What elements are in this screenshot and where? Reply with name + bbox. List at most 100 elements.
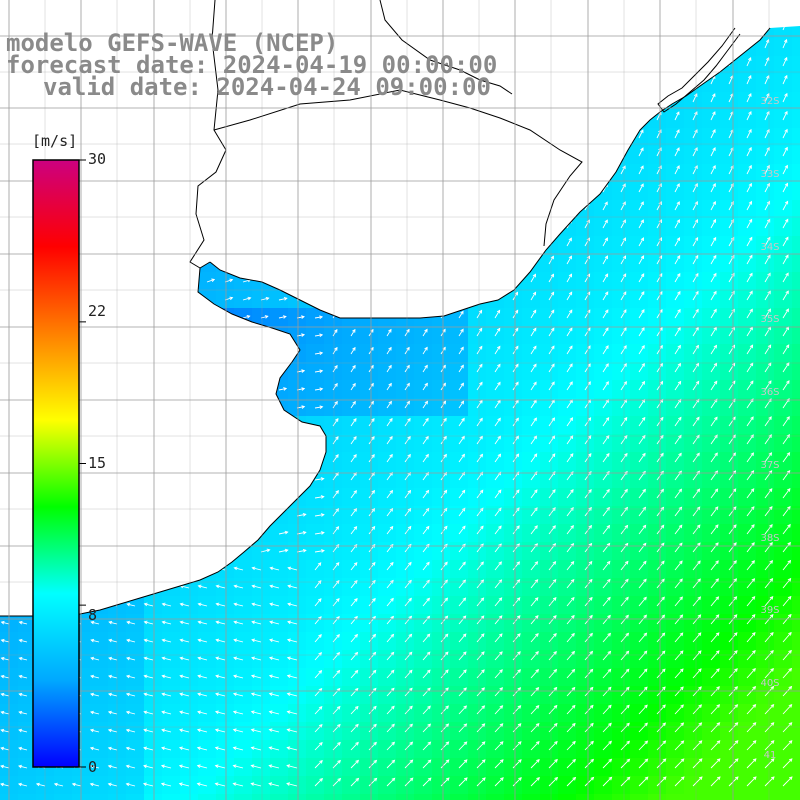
wind-arrow-head <box>391 741 396 746</box>
wind-arrow <box>692 578 701 589</box>
wind-arrow-head <box>784 200 789 205</box>
wind-arrow <box>180 621 190 625</box>
wind-cell <box>306 344 325 363</box>
wind-arrow <box>458 525 466 535</box>
wind-arrow-head <box>552 525 556 529</box>
wind-arrow <box>368 742 377 751</box>
wind-arrow <box>530 435 537 445</box>
wind-arrow-head <box>319 405 324 409</box>
wind-cell <box>522 794 541 800</box>
wind-arrow-head <box>319 741 323 746</box>
wind-arrow <box>458 777 468 787</box>
wind-arrow <box>476 454 483 463</box>
wind-arrow-head <box>640 201 644 206</box>
wind-arrow <box>404 418 411 427</box>
wind-arrow-head <box>352 382 356 387</box>
wind-arrow <box>458 723 467 733</box>
wind-arrow <box>710 219 716 229</box>
wind-arrow <box>728 147 734 157</box>
wind-arrow-head <box>478 345 483 350</box>
wind-arrow-head <box>460 382 464 387</box>
wind-arrow-head <box>752 686 757 690</box>
wind-arrow-head <box>697 578 701 583</box>
wind-arrow <box>144 675 154 679</box>
wind-cell <box>792 704 800 723</box>
wind-arrow-head <box>536 758 540 763</box>
wind-arrow <box>782 416 790 427</box>
wind-arrow-head <box>698 776 703 780</box>
wind-arrow <box>512 741 522 751</box>
wind-arrow-head <box>318 705 323 710</box>
wind-arrow-head <box>161 620 166 625</box>
wind-arrow <box>566 759 576 769</box>
wind-arrow <box>1 639 10 643</box>
wind-arrow <box>162 657 172 661</box>
wind-arrow <box>368 652 376 661</box>
wind-arrow-head <box>642 524 647 529</box>
wind-arrow-head <box>661 632 666 637</box>
wind-arrow-head <box>232 710 237 715</box>
wind-arrow-head <box>250 728 255 732</box>
wind-arrow <box>566 651 575 661</box>
wind-arrow-head <box>143 656 148 661</box>
wind-arrow <box>638 704 648 715</box>
wind-arrow <box>108 783 118 787</box>
wind-cell <box>576 794 595 800</box>
wind-arrow <box>710 93 716 103</box>
wind-arrow-head <box>551 363 555 368</box>
wind-arrow-head <box>569 345 573 350</box>
wind-arrow <box>494 489 502 499</box>
wind-arrow <box>764 380 772 391</box>
wind-arrow <box>764 291 771 301</box>
wind-arrow <box>440 705 449 715</box>
wind-arrow-head <box>319 369 324 374</box>
wind-arrow-head <box>388 400 392 405</box>
wind-arrow-head <box>696 452 700 457</box>
wind-arrow <box>674 614 683 625</box>
wind-arrow <box>602 417 610 427</box>
wind-arrow <box>512 777 522 787</box>
wind-arrow-head <box>287 584 292 589</box>
wind-arrow-head <box>712 218 716 223</box>
wind-arrow <box>127 603 136 607</box>
wind-arrow-head <box>334 382 338 387</box>
wind-arrow-head <box>408 615 413 620</box>
wind-arrow-head <box>390 615 394 620</box>
wind-arrow-head <box>268 728 273 732</box>
wind-arrow-head <box>660 506 665 511</box>
wind-arrow <box>620 183 626 193</box>
wind-arrow-head <box>496 327 501 332</box>
wind-arrow-head <box>250 710 255 714</box>
wind-arrow-head <box>372 579 376 584</box>
wind-arrow-head <box>535 669 540 673</box>
wind-arrow-head <box>269 566 274 571</box>
wind-cell <box>180 596 199 615</box>
wind-arrow <box>692 776 703 787</box>
wind-arrow-head <box>568 255 572 260</box>
wind-arrow-head <box>90 692 94 697</box>
wind-cell <box>234 614 253 633</box>
wind-cell <box>252 578 271 597</box>
wind-arrow-head <box>319 333 324 338</box>
wind-cell <box>540 794 559 800</box>
wind-arrow <box>143 783 154 787</box>
wind-cell <box>90 632 109 651</box>
wind-arrow <box>440 508 448 517</box>
wind-cell <box>198 614 217 633</box>
wind-arrow-head <box>730 236 735 241</box>
wind-arrow-head <box>335 490 339 494</box>
wind-arrow-head <box>320 495 325 499</box>
wind-arrow-head <box>554 758 558 763</box>
wind-cell <box>270 776 289 795</box>
wind-cell <box>270 290 289 309</box>
wind-arrow <box>782 201 789 211</box>
wind-arrow <box>620 255 626 265</box>
wind-cell <box>306 794 325 800</box>
wind-arrow-head <box>569 453 574 457</box>
wind-cell <box>414 794 433 800</box>
wind-arrow-head <box>784 146 788 151</box>
wind-arrow <box>350 688 359 697</box>
wind-cell <box>270 614 289 633</box>
wind-arrow <box>548 687 557 697</box>
wind-arrow <box>692 758 703 769</box>
